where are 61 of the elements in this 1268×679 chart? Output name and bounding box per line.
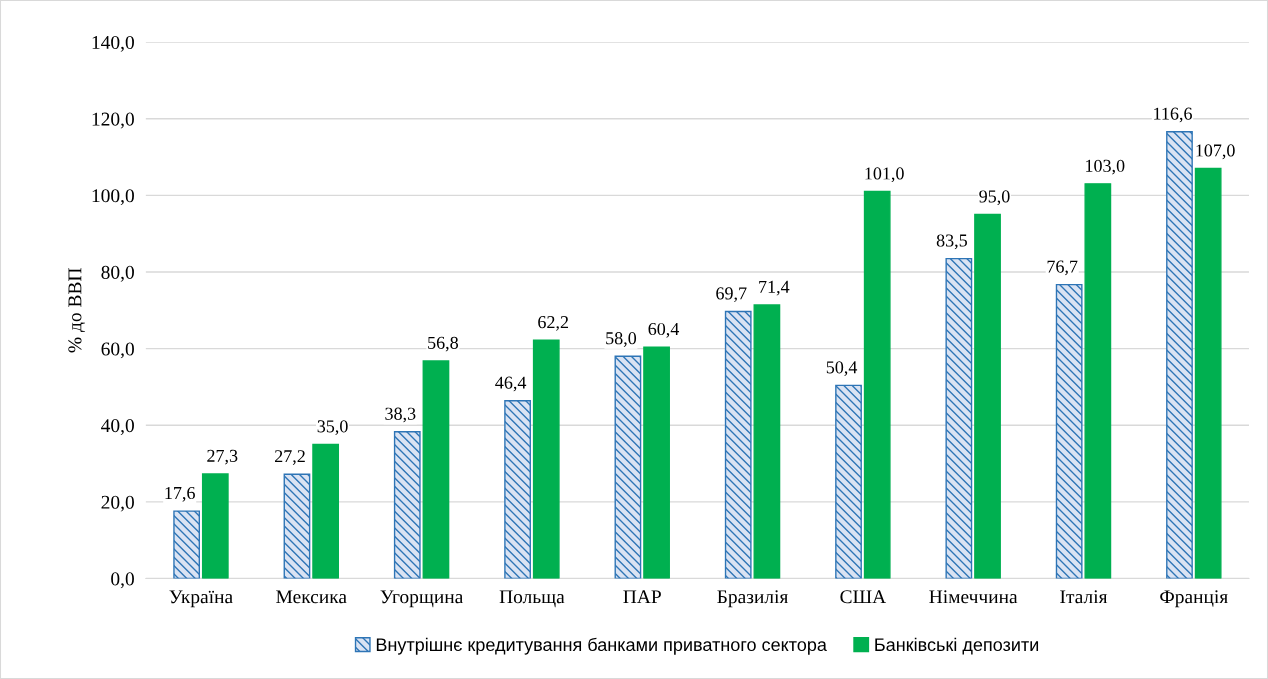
y-tick-label: 140,0 — [92, 35, 134, 52]
bar — [835, 384, 862, 579]
data-label: 95,0 — [979, 190, 1010, 206]
bar — [1166, 131, 1193, 579]
y-tick-label: 60,0 — [101, 342, 134, 359]
data-label: 62,2 — [538, 316, 569, 331]
data-label: 46,4 — [495, 376, 527, 392]
x-tick-label: Мексика — [276, 590, 347, 604]
bar — [753, 304, 781, 579]
y-axis-title: % до ВВП — [68, 268, 86, 353]
y-tick-label: 0,0 — [111, 572, 134, 589]
data-label: 76,7 — [1047, 260, 1078, 276]
legend-label: Внутрішнє кредитування банками приватного сектора — [376, 637, 827, 655]
bar — [283, 473, 311, 579]
data-label: 38,3 — [385, 407, 416, 423]
bar — [1084, 183, 1112, 579]
x-tick-label: ПАР — [623, 590, 661, 604]
x-tick-label: Угорщина — [380, 590, 464, 608]
bar — [1194, 167, 1222, 579]
x-tick-label: Франція — [1160, 590, 1228, 608]
x-tick-label: Україна — [169, 590, 233, 608]
data-label: 27,3 — [207, 449, 238, 465]
data-label: 116,6 — [1154, 107, 1192, 123]
bar — [201, 473, 229, 579]
data-label: 56,8 — [428, 336, 459, 352]
x-tick-label: Польща — [499, 590, 565, 608]
x-tick-label: Італія — [1060, 590, 1108, 604]
bar — [974, 213, 1001, 579]
data-label: 27,2 — [275, 450, 305, 465]
data-label: 17,6 — [165, 486, 195, 502]
data-label: 107,0 — [1196, 144, 1235, 160]
data-label: 101,0 — [865, 167, 904, 183]
bar — [312, 443, 340, 579]
bar — [532, 339, 560, 579]
y-tick-label: 120,0 — [92, 112, 134, 129]
bar — [1055, 283, 1083, 579]
data-label: 60,4 — [648, 322, 680, 338]
y-tick-label: 80,0 — [101, 265, 134, 282]
bar — [863, 190, 891, 579]
bar — [643, 346, 670, 579]
data-label: 58,0 — [606, 332, 637, 347]
bar — [393, 431, 421, 579]
bar — [614, 355, 642, 579]
data-label: 35,0 — [317, 420, 348, 435]
data-label: 69,7 — [716, 287, 747, 303]
bar — [173, 510, 201, 579]
legend-label: Банківські депозити — [875, 637, 1039, 655]
bar — [504, 400, 531, 579]
bar — [724, 310, 752, 579]
data-label: 103,0 — [1086, 159, 1125, 175]
y-tick-label: 100,0 — [92, 189, 134, 206]
data-label: 71,4 — [759, 280, 790, 296]
data-label: 50,4 — [826, 361, 858, 376]
x-tick-label: Бразилія — [717, 590, 789, 608]
y-tick-label: 40,0 — [101, 419, 134, 435]
data-label: 83,5 — [936, 234, 967, 250]
bar — [945, 257, 973, 579]
x-tick-label: США — [840, 590, 887, 604]
y-tick-label: 20,0 — [101, 495, 134, 512]
x-tick-label: Німеччина — [929, 590, 1018, 604]
bar — [422, 360, 450, 579]
